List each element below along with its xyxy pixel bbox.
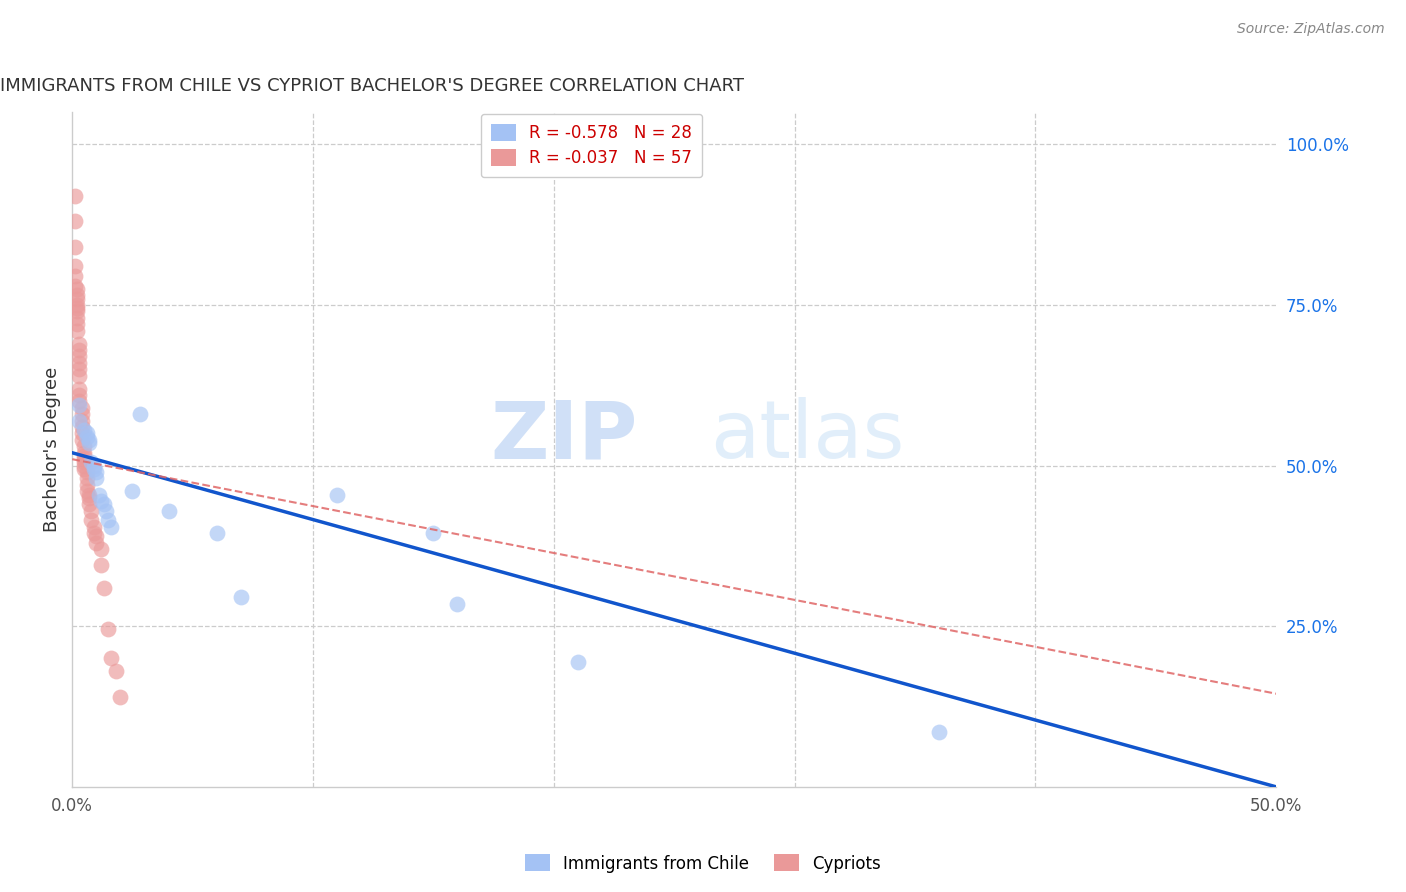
Point [66, 318, 89, 332]
Point [422, 526, 444, 541]
Point [157, 503, 180, 517]
Point [110, 690, 132, 704]
Point [80, 513, 103, 527]
Point [63, 260, 86, 274]
Point [928, 725, 950, 739]
Point [121, 484, 143, 499]
Text: ZIP: ZIP [491, 397, 638, 475]
Point [76, 465, 98, 479]
Point [83, 462, 105, 476]
Point [66, 288, 89, 302]
Point [94, 503, 117, 517]
Point [80, 503, 103, 517]
Point [73, 455, 96, 469]
Point [73, 423, 96, 437]
Point [104, 664, 127, 678]
Point [77, 487, 100, 501]
Point [66, 301, 89, 316]
Legend: R = -0.578   N = 28, R = -0.037   N = 57: R = -0.578 N = 28, R = -0.037 N = 57 [481, 114, 702, 177]
Point [93, 581, 115, 595]
Point [69, 368, 91, 383]
Point [69, 336, 91, 351]
Point [63, 278, 86, 293]
Point [90, 494, 112, 508]
Point [73, 439, 96, 453]
Point [63, 240, 86, 254]
Point [100, 519, 122, 533]
Point [73, 452, 96, 467]
Point [69, 388, 91, 402]
Point [70, 414, 93, 428]
Point [229, 591, 252, 605]
Y-axis label: Bachelor's Degree: Bachelor's Degree [44, 367, 60, 533]
Point [100, 651, 122, 665]
Point [69, 350, 91, 364]
Point [76, 426, 98, 441]
Point [66, 310, 89, 325]
Point [93, 497, 115, 511]
Point [90, 542, 112, 557]
Point [80, 455, 103, 469]
Point [69, 382, 91, 396]
Point [326, 487, 349, 501]
Point [567, 655, 589, 669]
Point [63, 188, 86, 202]
Point [77, 433, 100, 447]
Point [77, 491, 100, 505]
Point [76, 484, 98, 499]
Point [76, 478, 98, 492]
Point [69, 356, 91, 370]
Point [66, 292, 89, 306]
Text: Source: ZipAtlas.com: Source: ZipAtlas.com [1237, 22, 1385, 37]
Point [84, 529, 107, 543]
Point [90, 558, 112, 573]
Legend: Immigrants from Chile, Cypriots: Immigrants from Chile, Cypriots [519, 847, 887, 880]
Point [66, 324, 89, 338]
Point [97, 623, 120, 637]
Point [70, 433, 93, 447]
Text: IMMIGRANTS FROM CHILE VS CYPRIOT BACHELOR'S DEGREE CORRELATION CHART: IMMIGRANTS FROM CHILE VS CYPRIOT BACHELO… [0, 78, 744, 95]
Point [205, 526, 228, 541]
Point [66, 304, 89, 318]
Point [70, 426, 93, 441]
Point [83, 526, 105, 541]
Point [69, 362, 91, 376]
Point [73, 458, 96, 473]
Point [83, 519, 105, 533]
Point [70, 401, 93, 415]
Point [84, 471, 107, 485]
Point [66, 282, 89, 296]
Point [69, 343, 91, 357]
Point [87, 487, 110, 501]
Point [76, 471, 98, 485]
Point [69, 414, 91, 428]
Point [77, 436, 100, 450]
Point [73, 446, 96, 460]
Point [63, 269, 86, 284]
Point [77, 497, 100, 511]
Point [70, 407, 93, 421]
Point [63, 214, 86, 228]
Point [73, 449, 96, 463]
Point [84, 465, 107, 479]
Point [84, 535, 107, 549]
Point [69, 394, 91, 409]
Point [66, 298, 89, 312]
Point [76, 430, 98, 444]
Point [83, 458, 105, 473]
Point [446, 597, 468, 611]
Point [128, 407, 150, 421]
Point [69, 398, 91, 412]
Text: atlas: atlas [710, 397, 904, 475]
Point [73, 462, 96, 476]
Point [70, 420, 93, 434]
Point [97, 513, 120, 527]
